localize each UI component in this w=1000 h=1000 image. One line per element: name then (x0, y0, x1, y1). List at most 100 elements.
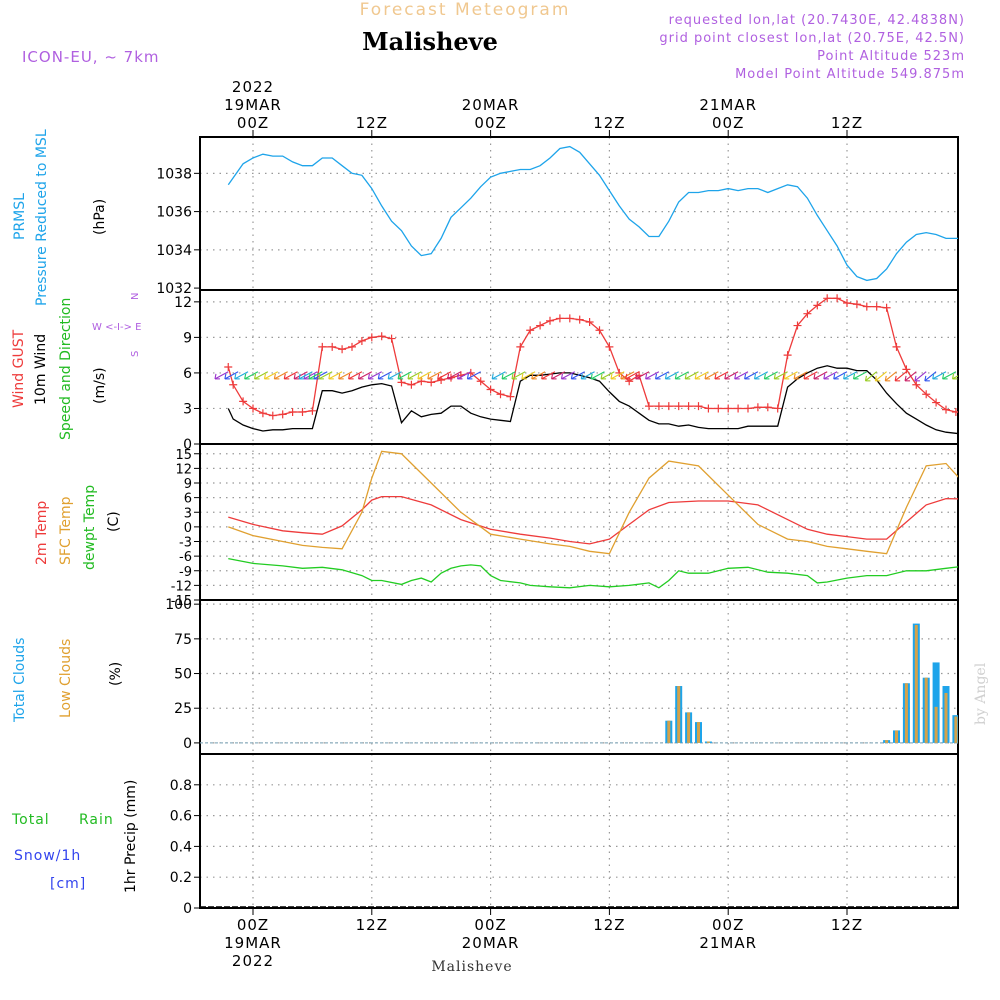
wind-arrow-head (773, 373, 776, 379)
panel-frame-pressure (199, 136, 959, 291)
gust-point (664, 402, 673, 411)
pressure-unit-label: (hPa) (92, 199, 108, 235)
sfc-temp-label: SFC Temp (58, 496, 74, 565)
time-label-bottom: 19MAR (224, 934, 282, 952)
wind-arrow-head (753, 373, 757, 379)
footer-location: Malisheve (431, 959, 512, 975)
gust-point (585, 317, 594, 326)
gust-point (734, 404, 743, 413)
bar-low-clouds (687, 712, 691, 743)
wind-arrow-head (884, 375, 887, 381)
gust-point (951, 408, 958, 417)
wind-arrow-head (551, 373, 554, 379)
precip-axis-labels: Total Rain Snow/1h [cm] 1hr Precip (mm) (11, 780, 139, 893)
wind-arrow (865, 371, 878, 382)
wind-arrow-head (664, 373, 667, 379)
wind-arrow-head (793, 373, 796, 379)
wind-arrow-head (951, 373, 955, 379)
compass-we: W <-I-> E (92, 322, 142, 333)
time-label-bottom: 00Z (237, 916, 269, 934)
wind-arrow-head (377, 373, 380, 379)
ytick-label-clouds: 0 (183, 736, 192, 752)
ytick-label-wind: 0 (183, 437, 192, 453)
gust-point (224, 363, 233, 371)
ytick-label-precip: 0.2 (170, 870, 192, 886)
wind-arrow (875, 371, 887, 382)
gust-point (962, 408, 970, 416)
gust-point (892, 342, 901, 351)
wind-arrow (665, 371, 679, 380)
legend-total: Total (11, 812, 50, 828)
wind-arrow (437, 371, 452, 380)
clouds-unit-label: (%) (108, 662, 124, 686)
wind-arrow (328, 371, 343, 380)
ytick-label-pressure: 1032 (156, 281, 192, 297)
gust-point (555, 314, 564, 323)
gust-point (278, 410, 287, 419)
wind-arrow (823, 371, 838, 380)
gust-point (249, 404, 257, 413)
bar-low-clouds (914, 624, 918, 743)
wind-arrow-head (864, 375, 867, 381)
ytick-label-temperature: -15 (171, 594, 192, 609)
gust-point (229, 380, 238, 389)
gust-point (783, 351, 792, 360)
gust-point (595, 326, 604, 335)
credit-watermark: by Angel (973, 662, 989, 725)
time-label-top: 00Z (712, 114, 744, 132)
gust-point (338, 345, 347, 354)
gust-point (932, 398, 941, 407)
wind-arrow (600, 371, 615, 380)
plot-area-clouds (200, 623, 958, 744)
gust-point (992, 408, 1000, 416)
series-dewpt-temp (228, 557, 958, 589)
wind-arrow (417, 371, 432, 380)
wind-arrow-head (833, 373, 836, 379)
ytick-label-temperature: 12 (175, 462, 192, 477)
wind-arrow-head (704, 373, 707, 379)
wind-arrow-head (803, 373, 806, 379)
wind-arrow-head (273, 373, 276, 379)
wind-arrow (214, 371, 229, 380)
wind-arrow (293, 371, 308, 380)
wind-arrow (457, 371, 472, 380)
plot-area-temperature (228, 450, 958, 589)
time-label-bottom: 00Z (474, 916, 506, 934)
wind-arrow-head (570, 373, 573, 379)
pressure-axis-labels: PRMSL Pressure Reduced to MSL (hPa) (12, 129, 108, 306)
wind-arrow-head (328, 373, 331, 379)
gust-point (526, 326, 535, 335)
time-label-bottom: 2022 (232, 952, 274, 970)
gust-point (506, 392, 515, 401)
wind-arrow (551, 371, 566, 380)
wind-arrow (610, 371, 625, 380)
wind-arrow (635, 371, 650, 380)
wind-arrow (338, 371, 353, 380)
ytick-label-temperature: 6 (184, 492, 192, 507)
wind-arrow (501, 371, 516, 380)
time-label-top: 21MAR (699, 96, 757, 114)
wind-arrow (655, 371, 670, 380)
gust-point (407, 380, 416, 389)
series-wind-gust (227, 297, 958, 417)
gust-point (298, 408, 307, 417)
gust-point (476, 377, 485, 386)
wind-arrow (764, 371, 778, 380)
gust-point (565, 314, 574, 323)
gust-point (367, 333, 376, 342)
ytick-label-temperature: 9 (184, 477, 192, 492)
wind-arrow-head (357, 373, 361, 379)
wind-arrow-head (541, 373, 544, 379)
wind-arrow-head (645, 373, 648, 379)
wind-arrow (744, 371, 759, 380)
wind-arrow-head (456, 373, 460, 379)
wind-arrow (303, 371, 318, 380)
wind-arrow (914, 371, 927, 382)
ytick-label-clouds: 25 (174, 701, 192, 717)
gust-point (872, 302, 881, 311)
gust-point (377, 332, 386, 341)
bar-low-clouds (895, 730, 898, 743)
gust-point (486, 385, 495, 394)
